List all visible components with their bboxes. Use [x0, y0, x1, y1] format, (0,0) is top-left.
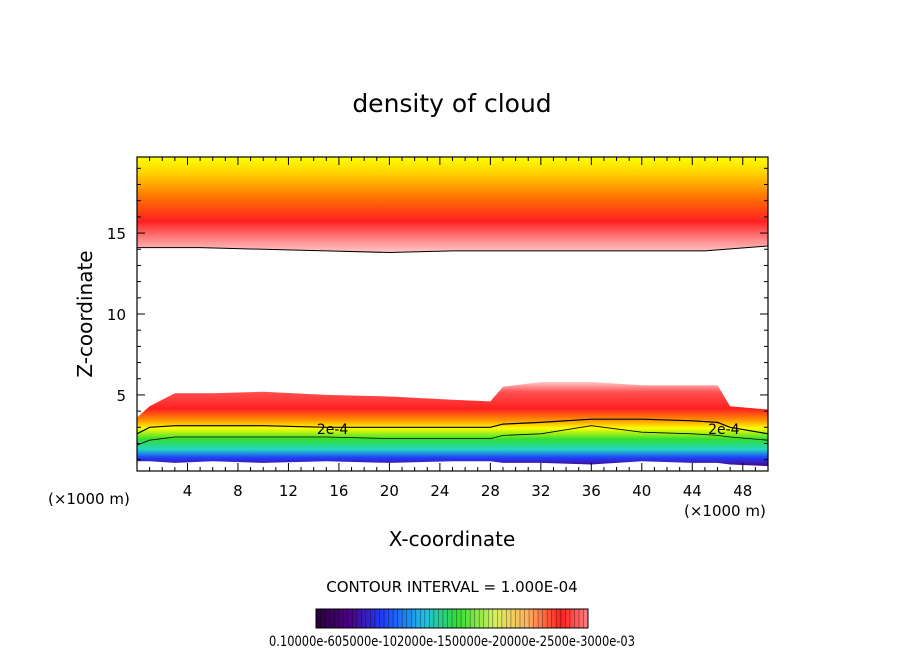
upper-layer-contour: [137, 245, 768, 254]
x-tick-label: 20: [380, 482, 399, 500]
x-tick-label: 44: [683, 482, 702, 500]
contour-lower: [137, 425, 768, 446]
y-axis-label: Z-coordinate: [73, 250, 97, 377]
x-tick-label: 48: [733, 482, 752, 500]
y-tick-label: 15: [107, 225, 126, 243]
x-tick-label: 4: [183, 482, 193, 500]
colorbar: [315, 608, 589, 629]
y-tick-label: 10: [107, 306, 126, 324]
x-tick-label: 40: [632, 482, 651, 500]
y-tick-label: 5: [116, 387, 126, 405]
x-axis-label: X-coordinate: [389, 527, 516, 551]
contour-label-0: 2e-4: [317, 422, 349, 438]
contour-interval-text: CONTOUR INTERVAL = 1.000E-04: [326, 578, 577, 596]
contour-2e-4: [137, 418, 768, 435]
x-tick-label: 8: [233, 482, 243, 500]
colorbar-labels: 0.10000e-605000e-102000e-150000e-20000e-…: [269, 634, 635, 650]
x-tick-label: 28: [481, 482, 500, 500]
x-tick-label: 32: [531, 482, 550, 500]
x-unit-left: (×1000 m): [48, 490, 130, 508]
upper-cloud-layer: [137, 157, 768, 253]
x-unit-right: (×1000 m): [684, 502, 766, 520]
x-tick-label: 12: [279, 482, 298, 500]
x-tick-label: 16: [329, 482, 348, 500]
chart-title: density of cloud: [352, 89, 551, 118]
x-tick-label: 24: [430, 482, 449, 500]
contour-label-1: 2e-4: [708, 422, 740, 438]
lower-cloud-layer: [137, 382, 768, 467]
x-tick-label: 36: [582, 482, 601, 500]
